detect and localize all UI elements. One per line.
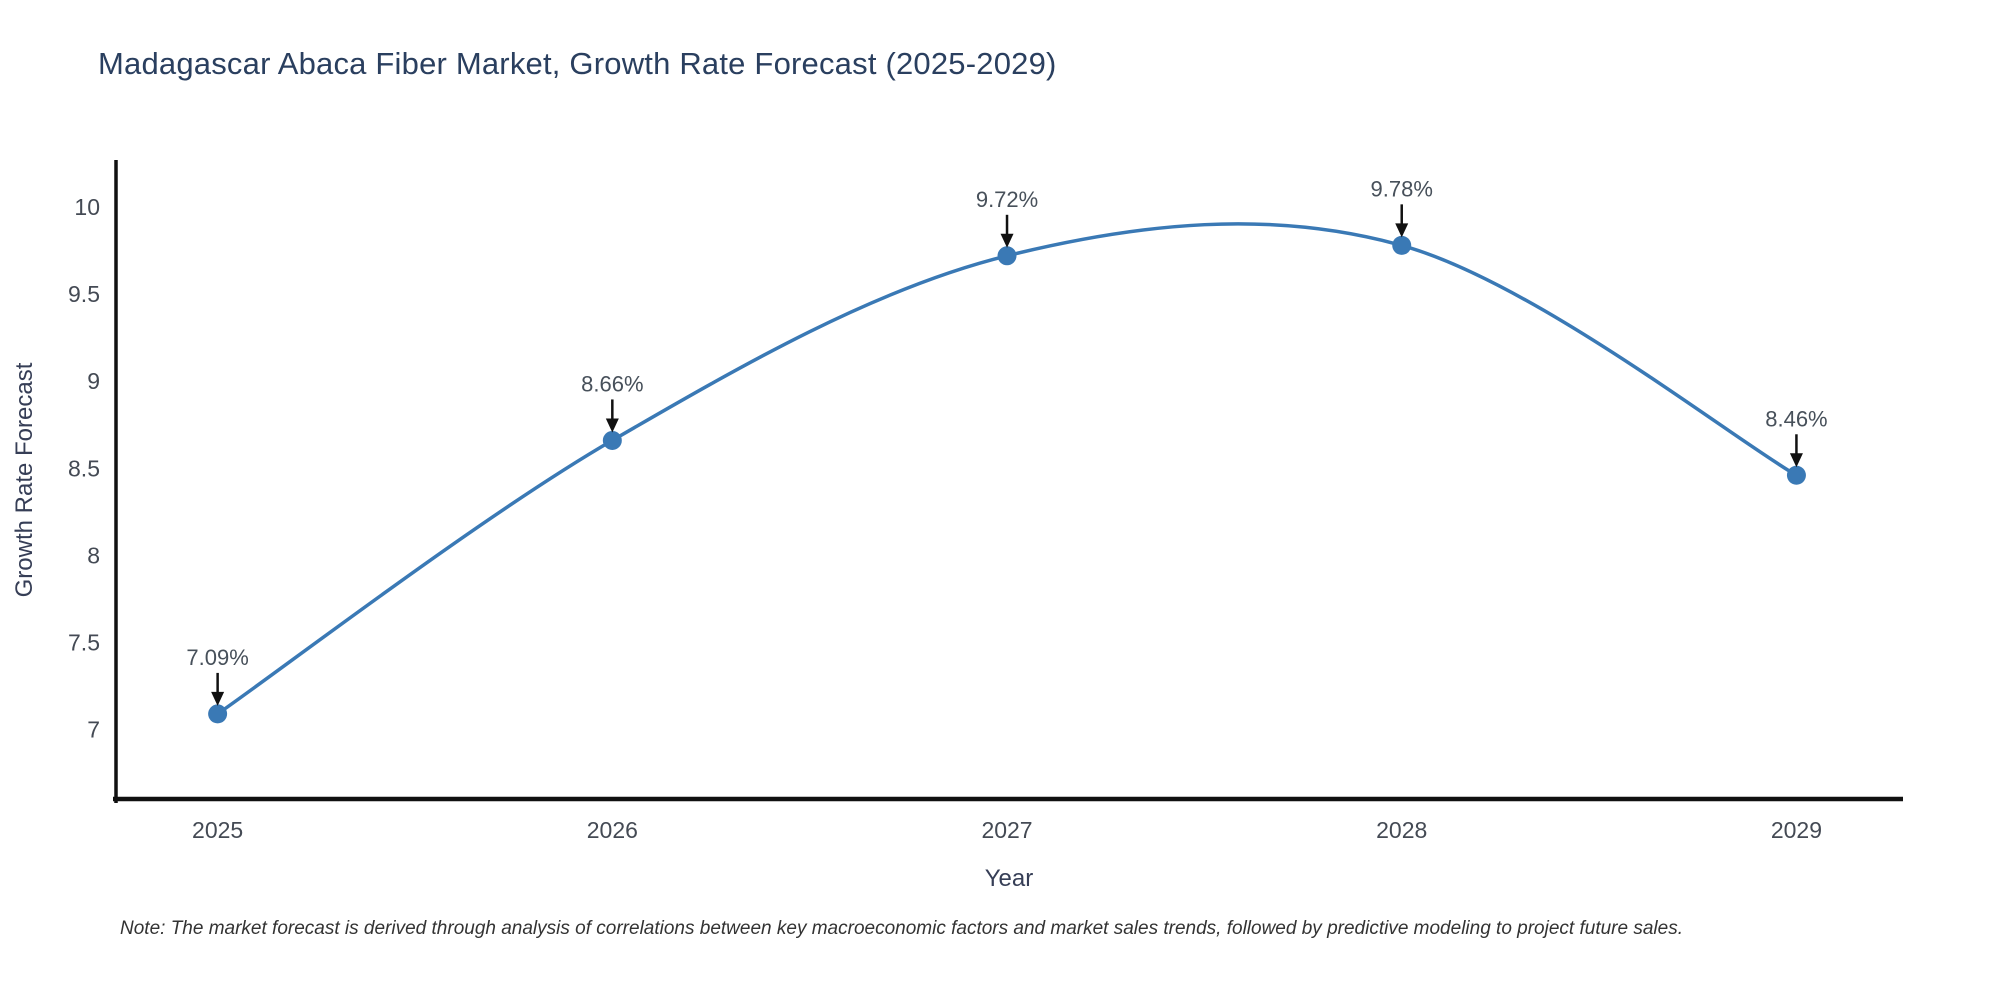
annotation-arrowhead bbox=[211, 691, 225, 706]
data-point-marker bbox=[1392, 235, 1412, 255]
y-tick-label: 7 bbox=[87, 717, 100, 743]
y-tick-label: 8.5 bbox=[68, 455, 100, 481]
y-tick-label: 7.5 bbox=[68, 629, 100, 655]
y-tick-label: 8 bbox=[87, 542, 100, 568]
annotation-label: 8.66% bbox=[581, 371, 643, 396]
annotation-arrowhead bbox=[605, 418, 619, 433]
data-point-marker bbox=[997, 246, 1017, 266]
annotation-arrowhead bbox=[1395, 223, 1409, 238]
chart-generated-layer: 7 7.5 8 8.5 9 9.5 10 2025 2026 2027 2028 2029 7.09% 8… bbox=[68, 160, 1903, 843]
data-point-marker bbox=[1786, 465, 1806, 485]
y-tick-label: 10 bbox=[74, 194, 100, 220]
annotation-label: 9.72% bbox=[976, 187, 1038, 212]
x-tick-label: 2025 bbox=[192, 817, 243, 843]
y-tick-label: 9.5 bbox=[68, 281, 100, 307]
data-point-marker bbox=[208, 704, 228, 724]
data-point-marker bbox=[602, 430, 622, 450]
x-tick-label: 2027 bbox=[981, 817, 1032, 843]
y-tick-label: 9 bbox=[87, 368, 100, 394]
chart-title: Madagascar Abaca Fiber Market, Growth Ra… bbox=[98, 46, 1057, 81]
curve-path bbox=[215, 222, 1799, 716]
annotation-label: 7.09% bbox=[186, 645, 248, 670]
annotation-arrowhead bbox=[1789, 453, 1803, 468]
annotation-arrowhead bbox=[1000, 233, 1014, 248]
x-tick-label: 2026 bbox=[587, 817, 638, 843]
y-axis-title: Growth Rate Forecast bbox=[11, 362, 38, 597]
footnote: Note: The market forecast is derived thr… bbox=[120, 918, 1683, 939]
annotation-label: 8.46% bbox=[1765, 406, 1827, 431]
x-tick-label: 2029 bbox=[1771, 817, 1822, 843]
annotation-label: 9.78% bbox=[1371, 176, 1433, 201]
x-axis-title: Year bbox=[985, 865, 1034, 892]
x-tick-label: 2028 bbox=[1376, 817, 1427, 843]
